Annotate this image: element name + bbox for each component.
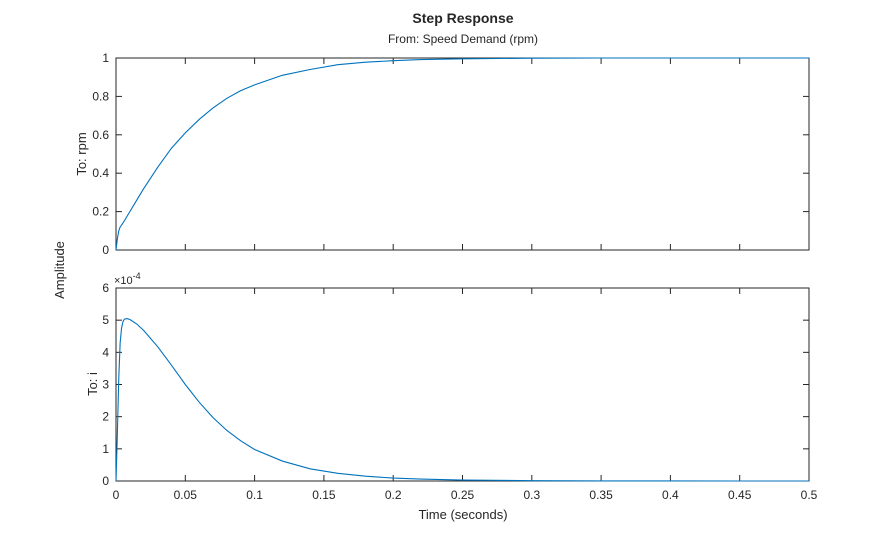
- y-tick-label: 1: [102, 442, 109, 456]
- x-tick-label: 0.2: [385, 488, 402, 502]
- x-axis-label: Time (seconds): [418, 507, 507, 522]
- y-tick-label: 0: [102, 474, 109, 488]
- x-tick-label: 0.15: [312, 488, 336, 502]
- y-tick-label: 6: [102, 281, 109, 295]
- subplot-rpm-series-line: [115, 57, 809, 251]
- subplot-current: To: i ×10-4 0 1 2 3 4 5 6 0 0.05 0.1 0.15 0.2 0.25 0.…: [85, 271, 818, 502]
- x-tick-label: 0.1: [246, 488, 263, 502]
- x-tick-label: 0.45: [728, 488, 752, 502]
- chart-subtitle: From: Speed Demand (rpm): [388, 32, 538, 46]
- x-tick-label: 0.05: [174, 488, 198, 502]
- subplot-current-series-line: [115, 317, 809, 482]
- y-tick-label: 0.6: [92, 128, 109, 142]
- y-tick-label: 5: [102, 313, 109, 327]
- y-tick-label: 1: [102, 51, 109, 65]
- subplot-current-ylabel: To: i: [85, 372, 100, 396]
- y-tick-label: 0.8: [92, 89, 109, 103]
- subplot-current-exponent: ×10-4: [114, 271, 141, 287]
- x-tick-label: 0.35: [589, 488, 613, 502]
- exponent-power: -4: [133, 271, 141, 281]
- y-tick-label: 2: [102, 410, 109, 424]
- x-tick-label: 0.4: [662, 488, 679, 502]
- y-tick-label: 0: [102, 243, 109, 257]
- x-tick-label: 0.3: [523, 488, 540, 502]
- y-tick-label: 0.4: [92, 166, 109, 180]
- subplot-rpm: To: rpm 0 0.2 0.4 0.6 0.8 1: [74, 51, 810, 257]
- exponent-prefix: ×10: [114, 275, 133, 287]
- subplot-rpm-axes-box: [115, 57, 810, 251]
- subplot-current-axes-box: [115, 287, 810, 482]
- subplot-rpm-ylabel: To: rpm: [74, 132, 89, 175]
- x-tick-label: 0.5: [801, 488, 818, 502]
- x-tick-label: 0.25: [451, 488, 475, 502]
- y-tick-label: 3: [102, 378, 109, 392]
- y-axis-label: Amplitude: [52, 241, 67, 299]
- y-tick-label: 4: [102, 345, 109, 359]
- y-tick-label: 0.2: [92, 205, 109, 219]
- chart-title: Step Response: [412, 10, 513, 26]
- x-tick-label: 0: [113, 488, 120, 502]
